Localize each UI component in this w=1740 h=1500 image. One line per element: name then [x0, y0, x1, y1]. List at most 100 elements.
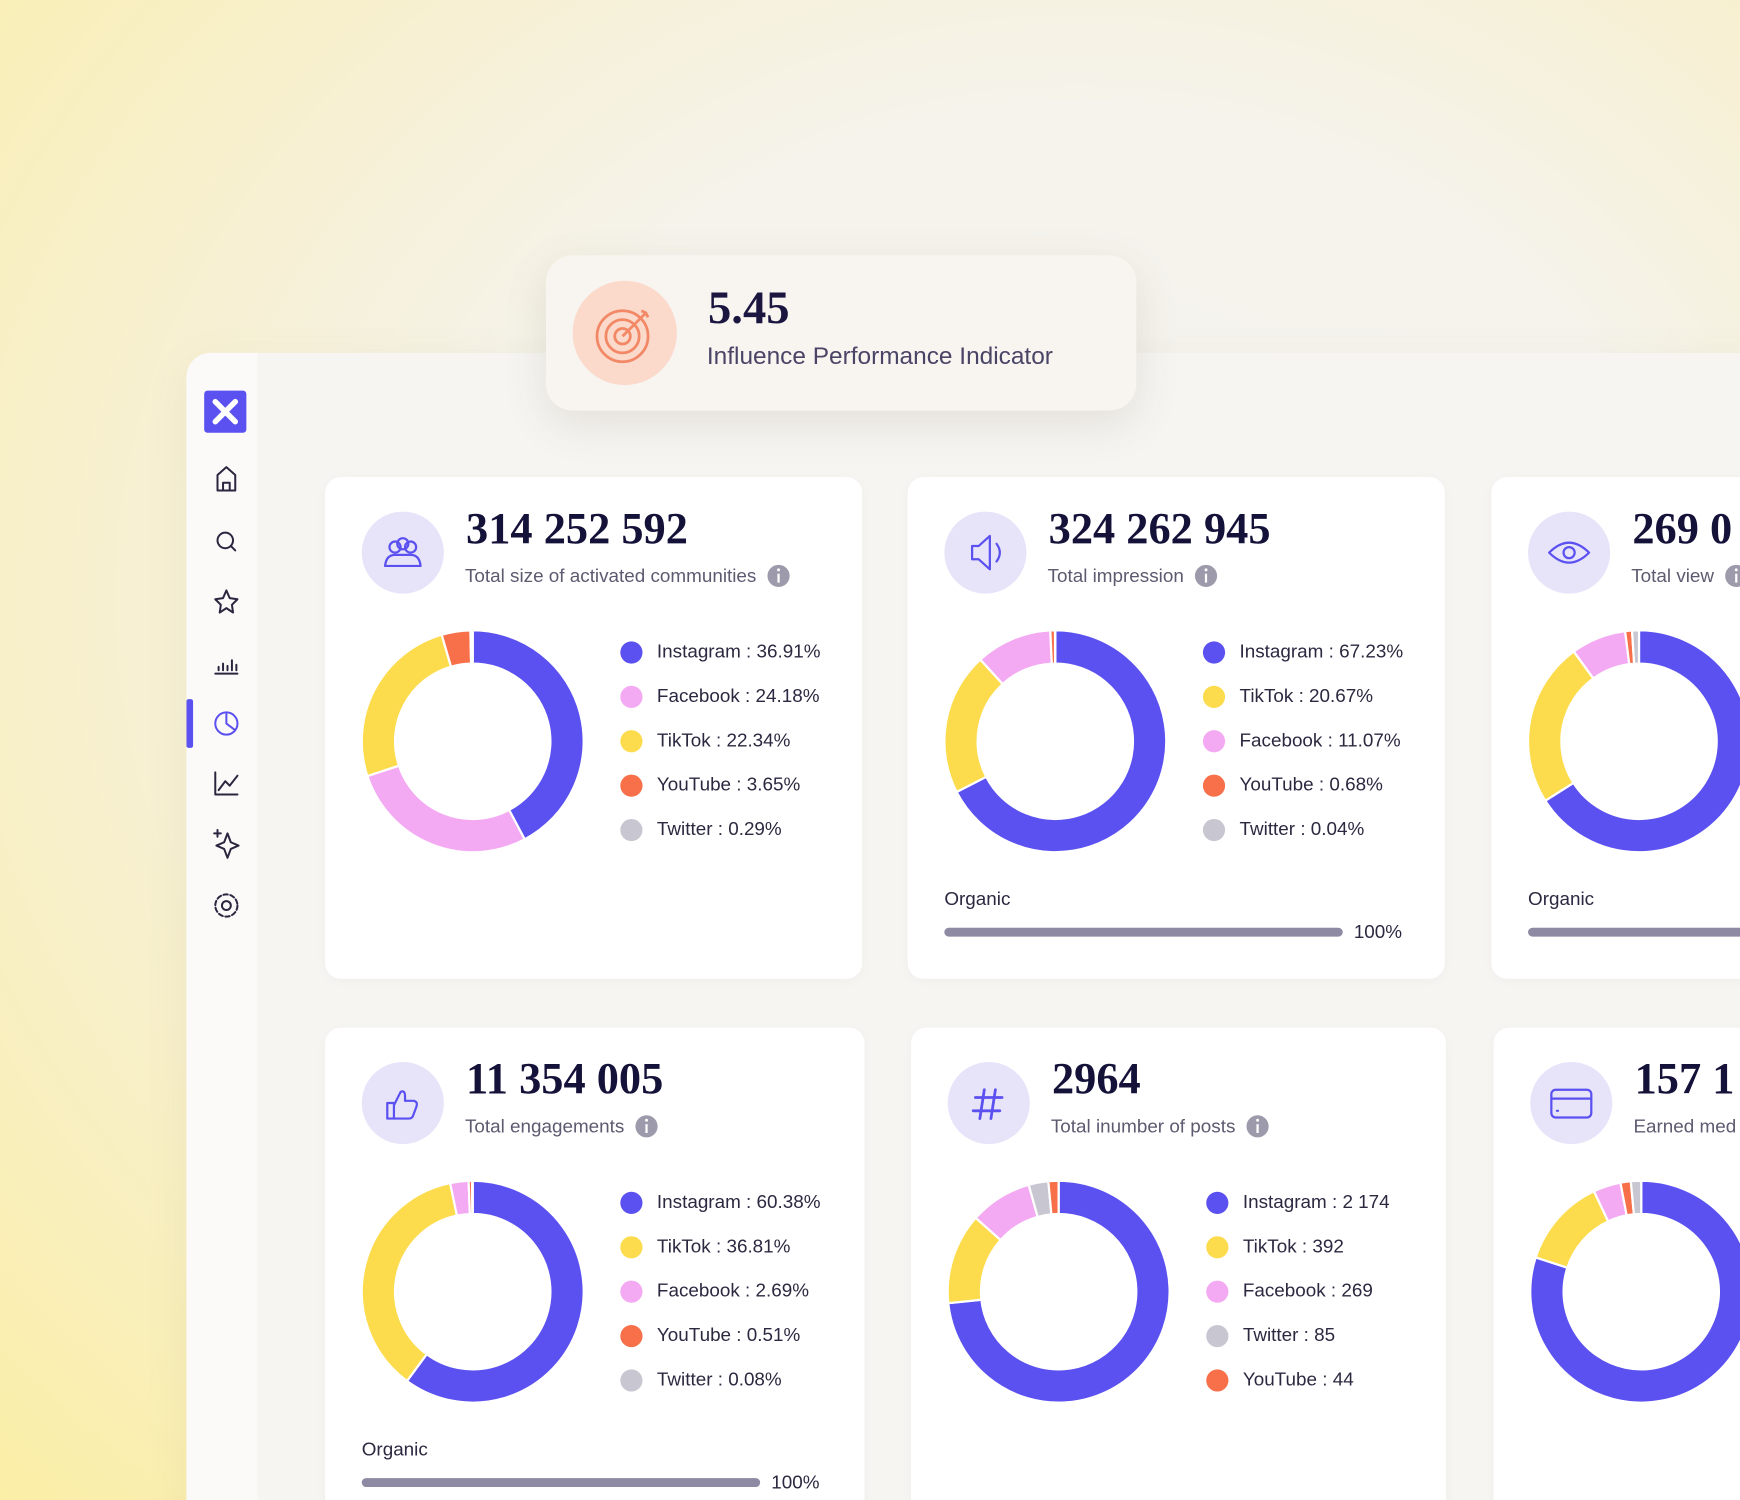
donut-segment	[1047, 1179, 1060, 1216]
legend-name: YouTube	[657, 774, 731, 795]
legend-swatch	[1202, 730, 1226, 753]
legend-value: 11.07%	[1338, 729, 1401, 750]
donut-segment	[943, 657, 1005, 794]
legend-entry: TikTok : 20.67%	[1240, 685, 1374, 706]
legend-entry: Facebook : 269	[1243, 1280, 1373, 1301]
legend-swatch	[620, 1236, 643, 1259]
legend-separator: :	[712, 1368, 728, 1389]
card-icon	[1548, 541, 1591, 564]
pie-icon[interactable]	[214, 711, 239, 736]
legend-entry: Instagram : 36.91%	[657, 640, 821, 661]
legend-name: Instagram	[1243, 1191, 1327, 1212]
legend-name: TikTok	[657, 729, 711, 750]
card-icon	[970, 534, 1001, 571]
legend-separator: :	[1322, 729, 1338, 750]
card-value: 2964	[1052, 1053, 1141, 1103]
card-label: Total impression	[1048, 565, 1184, 586]
legend-swatch	[1206, 1369, 1229, 1392]
star-icon[interactable]	[214, 589, 239, 614]
legend-entry: Facebook : 24.18%	[657, 685, 820, 706]
line-chart-icon[interactable]	[214, 771, 239, 796]
legend-separator: :	[731, 774, 747, 795]
legend-entry: Facebook : 2.69%	[657, 1280, 809, 1301]
card-value: 269 0	[1632, 503, 1732, 553]
legend-swatch	[1206, 1236, 1229, 1259]
donut-segment	[1534, 1189, 1610, 1270]
legend-name: TikTok	[657, 1235, 711, 1256]
legend-entry: Twitter : 0.08%	[657, 1368, 782, 1389]
bars-icon[interactable]	[214, 659, 239, 675]
metric-card: 157 1 Earned med	[1493, 1027, 1740, 1500]
legend-separator: :	[1293, 685, 1309, 706]
info-icon[interactable]	[767, 564, 790, 588]
icon-circle	[361, 511, 444, 594]
legend-entry: YouTube : 0.51%	[657, 1324, 801, 1345]
legend-value: 0.29%	[728, 818, 782, 839]
sparkle-icon[interactable]	[213, 829, 240, 859]
legend-entry: TikTok : 22.34%	[657, 729, 791, 750]
card-icon	[386, 1090, 418, 1120]
legend-name: Twitter	[1243, 1324, 1299, 1345]
legend-name: Twitter	[1240, 818, 1296, 839]
card-label: Total view	[1631, 565, 1714, 586]
legend-value: 60.38%	[757, 1191, 821, 1212]
legend-value: 67.23%	[1339, 640, 1403, 661]
donut-segment	[1629, 1179, 1643, 1216]
legend-separator: :	[1295, 818, 1311, 839]
donut-segment	[360, 1181, 459, 1383]
legend-separator: :	[711, 729, 727, 750]
legend-swatch	[1206, 1280, 1229, 1303]
legend-name: YouTube	[1240, 774, 1314, 795]
legend-entry: Instagram : 60.38%	[657, 1191, 821, 1212]
info-icon[interactable]	[1246, 1115, 1269, 1138]
legend-value: 269	[1341, 1280, 1372, 1301]
legend-swatch	[620, 1324, 643, 1348]
legend-value: 85	[1314, 1324, 1335, 1345]
legend-entry: Instagram : 2 174	[1243, 1191, 1390, 1212]
info-icon[interactable]	[1725, 564, 1740, 588]
legend-swatch	[620, 1191, 643, 1215]
legend-separator: :	[740, 1280, 756, 1301]
legend-value: 0.08%	[728, 1368, 782, 1389]
search-icon[interactable]	[216, 531, 237, 552]
indicator-value: 5.45	[707, 282, 790, 335]
icon-circle	[1530, 1061, 1613, 1145]
legend-swatch	[620, 685, 643, 708]
donut-segment	[360, 633, 453, 778]
legend-value: 36.91%	[757, 640, 821, 661]
home-icon[interactable]	[216, 466, 237, 492]
card-icon	[971, 1088, 1004, 1120]
donut-segment	[947, 1179, 1171, 1404]
metric-card: 269 0 Total view Organic	[1491, 477, 1740, 979]
donut-segment	[1543, 629, 1740, 854]
legend-swatch	[620, 641, 643, 664]
legend-swatch	[1206, 1191, 1229, 1215]
legend-entry: Instagram : 67.23%	[1240, 640, 1404, 661]
legend-swatch	[1202, 641, 1226, 664]
progress-label: Organic	[944, 888, 1010, 909]
legend-value: 36.81%	[726, 1235, 790, 1256]
donut-segment	[469, 629, 474, 665]
card-label: Total inumber of posts	[1051, 1115, 1236, 1136]
legend-name: Instagram	[657, 1191, 741, 1212]
metric-card: 11 354 005 Total engagements Instagram : 6…	[325, 1027, 865, 1500]
info-icon[interactable]	[635, 1115, 658, 1138]
logo[interactable]	[204, 390, 247, 433]
legend-name: YouTube	[657, 1324, 731, 1345]
card-content: 157 1 Earned med	[1529, 1053, 1740, 1404]
settings-icon[interactable]	[214, 893, 239, 918]
legend-entry: TikTok : 392	[1243, 1235, 1344, 1256]
legend-separator: :	[711, 1235, 727, 1256]
legend-name: Facebook	[1240, 729, 1323, 750]
legend-swatch	[620, 1369, 643, 1392]
legend-value: 24.18%	[756, 685, 820, 706]
legend-separator: :	[712, 818, 728, 839]
legend-swatch	[1202, 818, 1226, 842]
sidebar-icons	[186, 390, 247, 918]
legend-entry: Facebook : 11.07%	[1240, 729, 1401, 750]
card-content: 314 252 592 Total size of activated commu…	[360, 503, 821, 854]
info-icon[interactable]	[1194, 564, 1218, 588]
card-value: 11 354 005	[466, 1053, 663, 1103]
indicator-card: 5.45 Influence Performance Indicator	[545, 255, 1137, 411]
